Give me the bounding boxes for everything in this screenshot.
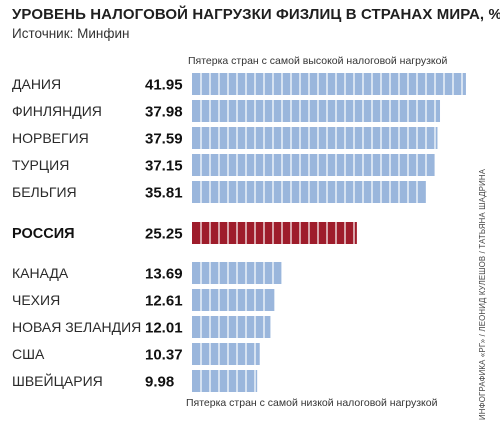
category-label: РОССИЯ bbox=[12, 226, 75, 242]
category-label: ШВЕЙЦАРИЯ bbox=[12, 372, 103, 389]
chart-source: Источник: Минфин bbox=[12, 26, 130, 41]
category-label: НОРВЕГИЯ bbox=[12, 130, 89, 146]
bar-row-7: КАНАДА 13.69 bbox=[12, 262, 282, 284]
value-label: 25.25 bbox=[145, 226, 183, 243]
value-label: 13.69 bbox=[145, 266, 183, 283]
bar-stripes bbox=[200, 100, 436, 122]
bar bbox=[192, 289, 275, 311]
bar-stripes bbox=[200, 154, 427, 176]
value-label: 37.59 bbox=[145, 131, 183, 148]
bar bbox=[192, 343, 260, 365]
category-label: НОВАЯ ЗЕЛАНДИЯ bbox=[12, 319, 141, 335]
bar-stripes bbox=[200, 370, 256, 392]
category-label: США bbox=[12, 346, 45, 362]
category-label: ФИНЛЯНДИЯ bbox=[12, 103, 102, 119]
bar-row-5: БЕЛЬГИЯ 35.81 bbox=[12, 181, 426, 203]
value-label: 35.81 bbox=[145, 185, 183, 202]
bar-row-4: ТУРЦИЯ 37.15 bbox=[12, 154, 435, 176]
category-label: ЧЕХИЯ bbox=[12, 292, 60, 308]
bar-stripes bbox=[200, 343, 256, 365]
bar-stripes bbox=[200, 262, 274, 284]
bottom-group-note: Пятерка стран с самой низкой налоговой н… bbox=[186, 397, 438, 409]
bar bbox=[192, 154, 435, 176]
top-group-note: Пятерка стран с самой высокой налоговой … bbox=[188, 55, 448, 67]
category-label: КАНАДА bbox=[12, 265, 69, 281]
value-label: 9.98 bbox=[145, 374, 174, 391]
bar-row-9: НОВАЯ ЗЕЛАНДИЯ 12.01 bbox=[12, 316, 271, 338]
bar-row-10: США 10.37 bbox=[12, 343, 260, 365]
value-label: 10.37 bbox=[145, 347, 183, 364]
bar-stripes bbox=[200, 222, 355, 244]
bar bbox=[192, 316, 271, 338]
chart-title: УРОВЕНЬ НАЛОГОВОЙ НАГРУЗКИ ФИЗЛИЦ В СТРА… bbox=[12, 6, 500, 23]
highlight-bar bbox=[192, 222, 357, 244]
bar bbox=[192, 100, 441, 122]
bar bbox=[192, 127, 438, 149]
value-label: 37.15 bbox=[145, 158, 183, 175]
bar-stripes bbox=[200, 316, 265, 338]
bar-row-2: ФИНЛЯНДИЯ 37.98 bbox=[12, 100, 441, 122]
bar-row-8: ЧЕХИЯ 12.61 bbox=[12, 289, 275, 311]
bar bbox=[192, 370, 258, 392]
value-label: 12.01 bbox=[145, 320, 183, 337]
bar-stripes bbox=[200, 127, 436, 149]
bar-row-1: ДАНИЯ 41.95 bbox=[12, 73, 466, 95]
bar-stripes bbox=[200, 73, 463, 95]
bar bbox=[192, 73, 466, 95]
category-label: БЕЛЬГИЯ bbox=[12, 184, 77, 200]
bar-row-3: НОРВЕГИЯ 37.59 bbox=[12, 127, 438, 149]
value-label: 12.61 bbox=[145, 293, 183, 310]
bar-stripes bbox=[200, 289, 265, 311]
bar-row-11: ШВЕЙЦАРИЯ 9.98 bbox=[12, 370, 258, 392]
value-label: 41.95 bbox=[145, 77, 183, 94]
bar-stripes bbox=[200, 181, 418, 203]
category-label: ДАНИЯ bbox=[12, 76, 61, 92]
category-label: ТУРЦИЯ bbox=[12, 157, 69, 173]
value-label: 37.98 bbox=[145, 104, 183, 121]
bar-row-6: РОССИЯ 25.25 bbox=[12, 222, 357, 244]
